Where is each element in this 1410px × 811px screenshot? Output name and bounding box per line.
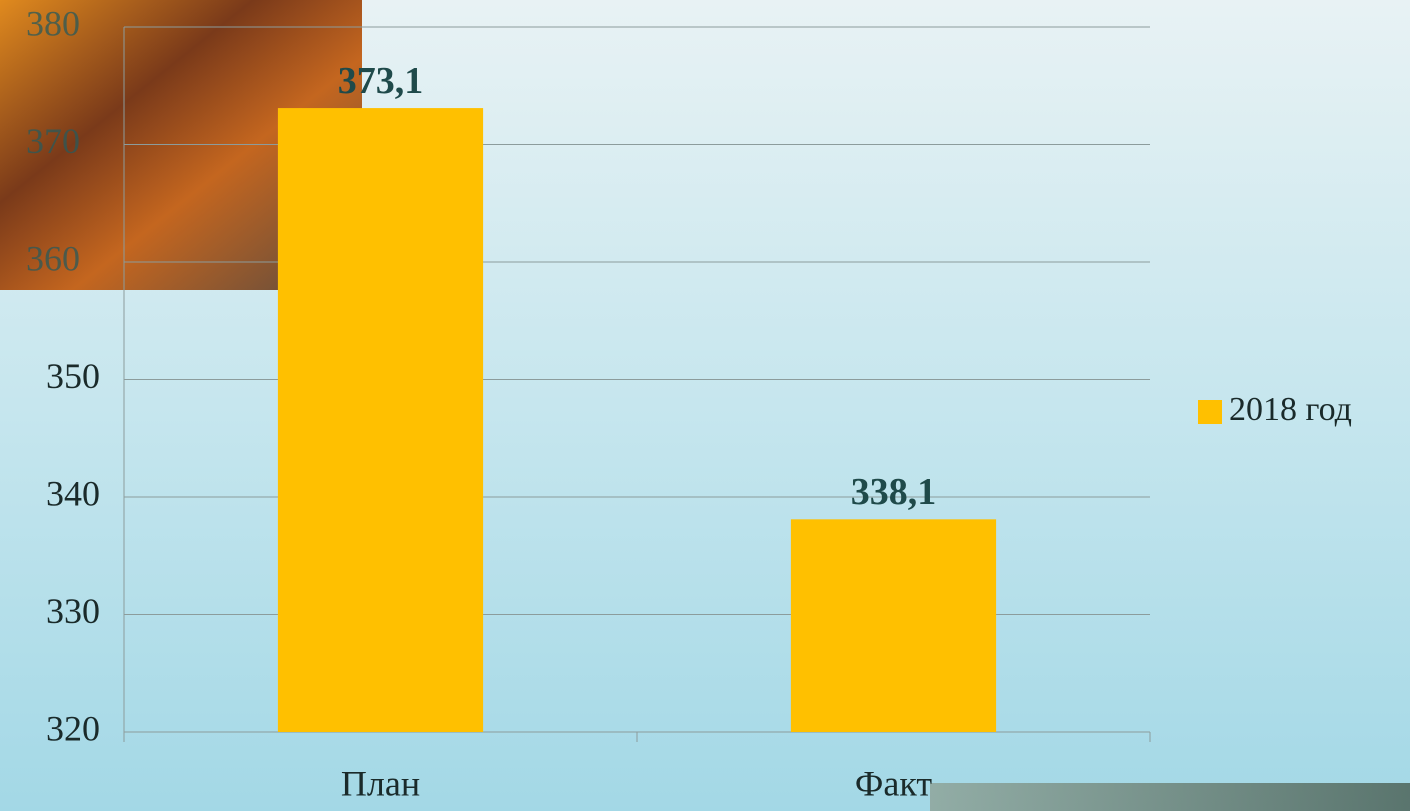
legend-swatch xyxy=(1198,400,1222,424)
y-tick-label: 350 xyxy=(46,356,100,396)
y-tick-label: 330 xyxy=(46,591,100,631)
legend-label: 2018 год xyxy=(1229,391,1352,428)
y-tick-label: 370 xyxy=(26,121,80,161)
chart: 320 330 340 350 360 370 380 План Факт 373,1 338,1 2… xyxy=(0,0,1410,811)
y-tick-label: 340 xyxy=(46,473,100,513)
photo xyxy=(930,783,1410,811)
x-tick-label: План xyxy=(341,763,420,803)
y-tick-label: 320 xyxy=(46,708,100,748)
data-label: 373,1 xyxy=(338,60,424,102)
y-tick-label: 360 xyxy=(26,238,80,278)
data-label: 338,1 xyxy=(851,471,937,513)
y-tick-label: 380 xyxy=(26,3,80,43)
bar xyxy=(791,519,996,732)
bar xyxy=(278,108,483,732)
x-tick-label: Факт xyxy=(855,763,932,803)
